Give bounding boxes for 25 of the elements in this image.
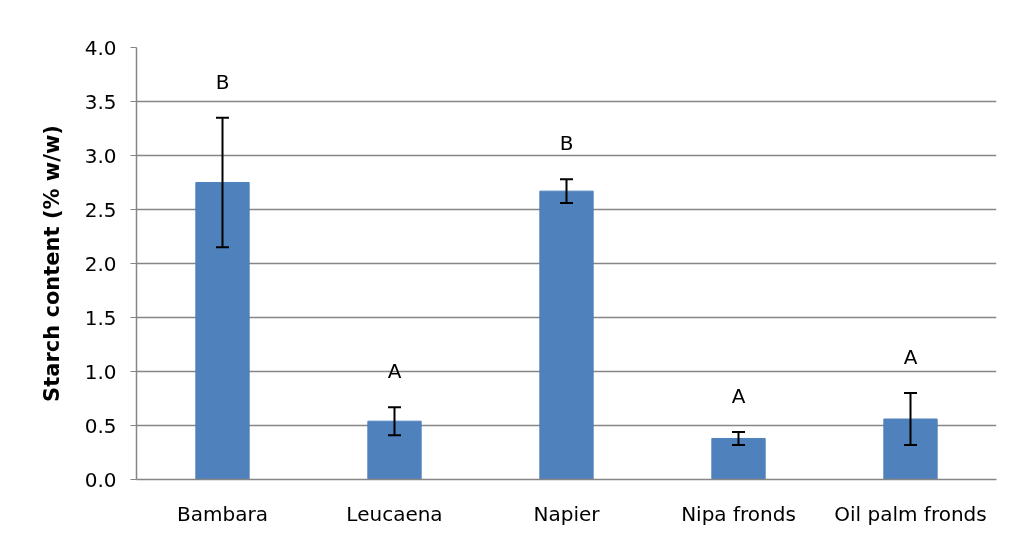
- y-tick-label: 1.0: [84, 359, 117, 384]
- annotation: A: [731, 383, 746, 408]
- y-tick-label: 4.0: [84, 35, 117, 60]
- bar: [883, 418, 938, 480]
- bar: [195, 182, 250, 480]
- x-tick-label: Leucaena: [346, 501, 443, 526]
- annotation: A: [903, 345, 918, 370]
- annotation: A: [387, 359, 402, 384]
- bar: [539, 190, 594, 480]
- y-tick-label: 2.5: [84, 197, 117, 222]
- y-tick-label: 1.5: [84, 305, 117, 330]
- y-axis-title: Starch content (% w/w): [39, 125, 64, 402]
- annotation: B: [215, 69, 230, 94]
- y-tick-label: 3.0: [84, 143, 117, 168]
- x-tick-label: Bambara: [177, 501, 268, 526]
- x-tick-label: Nipa fronds: [681, 501, 796, 526]
- y-tick-label: 2.0: [84, 251, 117, 276]
- annotation: B: [559, 131, 574, 156]
- y-tick-label: 0.5: [84, 413, 117, 438]
- bar: [711, 437, 766, 480]
- bar: [367, 420, 422, 480]
- x-tick-label: Oil palm fronds: [834, 501, 987, 526]
- y-tick-label: 3.5: [84, 89, 117, 114]
- x-tick-label: Napier: [533, 501, 601, 526]
- y-tick-label: 0.0: [84, 467, 117, 492]
